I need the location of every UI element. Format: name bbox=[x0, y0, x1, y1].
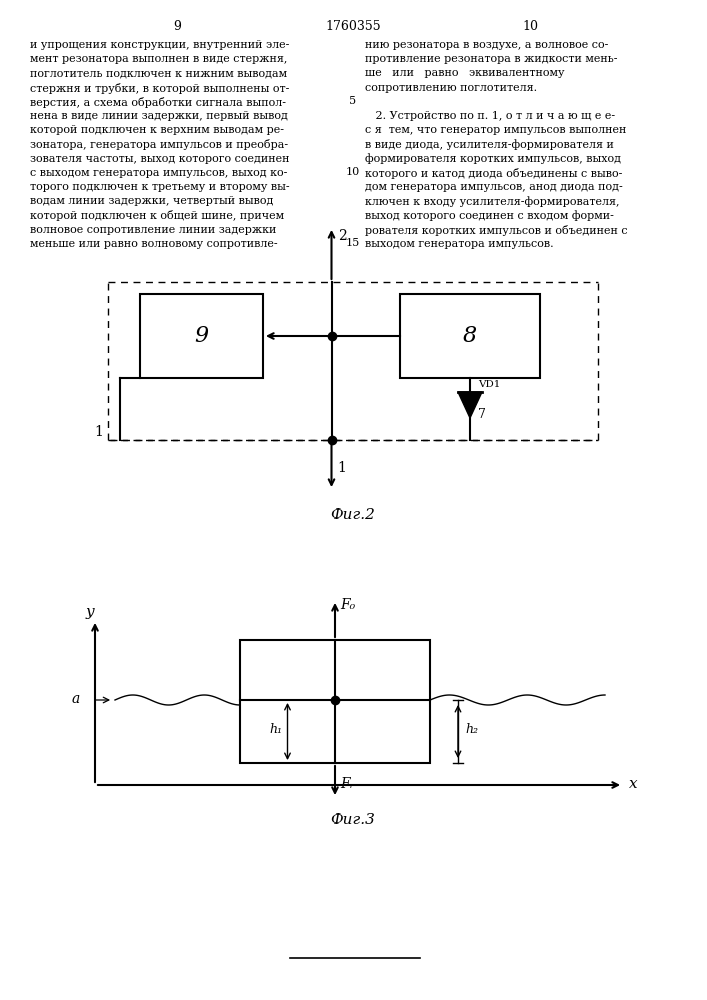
Text: 9: 9 bbox=[194, 325, 209, 347]
Text: 10: 10 bbox=[346, 167, 360, 177]
Text: ше   или   равно   эквивалентному: ше или равно эквивалентному bbox=[365, 68, 564, 78]
Text: 2. Устройство по п. 1, о т л и ч а ю щ е е-: 2. Устройство по п. 1, о т л и ч а ю щ е… bbox=[365, 111, 615, 121]
Text: которой подключен к общей шине, причем: которой подключен к общей шине, причем bbox=[30, 210, 284, 221]
Text: нию резонатора в воздухе, а волновое со-: нию резонатора в воздухе, а волновое со- bbox=[365, 40, 609, 50]
Text: 5: 5 bbox=[349, 96, 356, 106]
Polygon shape bbox=[458, 392, 482, 418]
Text: x: x bbox=[629, 777, 638, 791]
Text: 2: 2 bbox=[339, 229, 347, 243]
Text: рователя коротких импульсов и объединен с: рователя коротких импульсов и объединен … bbox=[365, 225, 628, 236]
Text: зонатора, генератора импульсов и преобра-: зонатора, генератора импульсов и преобра… bbox=[30, 139, 288, 150]
Text: противление резонатора в жидкости мень-: противление резонатора в жидкости мень- bbox=[365, 54, 617, 64]
Text: y: y bbox=[86, 605, 94, 619]
Text: выходом генератора импульсов.: выходом генератора импульсов. bbox=[365, 239, 554, 249]
Text: Fᵣ: Fᵣ bbox=[340, 777, 354, 791]
Text: 1760355: 1760355 bbox=[325, 20, 381, 33]
Text: a: a bbox=[71, 692, 80, 706]
Text: с выходом генератора импульсов, выход ко-: с выходом генератора импульсов, выход ко… bbox=[30, 168, 287, 178]
Text: h₁: h₁ bbox=[269, 723, 283, 736]
Text: водам линии задержки, четвертый вывод: водам линии задержки, четвертый вывод bbox=[30, 196, 274, 206]
Text: 9: 9 bbox=[173, 20, 181, 33]
Text: которой подключен к верхним выводам ре-: которой подключен к верхним выводам ре- bbox=[30, 125, 284, 135]
Text: верстия, а схема обработки сигнала выпол-: верстия, а схема обработки сигнала выпол… bbox=[30, 97, 286, 108]
Text: 1: 1 bbox=[94, 425, 103, 439]
Text: зователя частоты, выход которого соединен: зователя частоты, выход которого соедине… bbox=[30, 154, 289, 164]
Text: 1: 1 bbox=[337, 461, 346, 475]
Text: 15: 15 bbox=[346, 238, 360, 248]
Text: Фиг.2: Фиг.2 bbox=[331, 508, 375, 522]
Text: торого подключен к третьему и второму вы-: торого подключен к третьему и второму вы… bbox=[30, 182, 290, 192]
Text: 10: 10 bbox=[522, 20, 538, 33]
Text: волновое сопротивление линии задержки: волновое сопротивление линии задержки bbox=[30, 225, 276, 235]
Text: Фиг.3: Фиг.3 bbox=[331, 813, 375, 827]
Text: формирователя коротких импульсов, выход: формирователя коротких импульсов, выход bbox=[365, 154, 621, 164]
Text: в виде диода, усилителя-формирователя и: в виде диода, усилителя-формирователя и bbox=[365, 139, 614, 150]
Text: выход которого соединен с входом форми-: выход которого соединен с входом форми- bbox=[365, 210, 614, 221]
Text: дом генератора импульсов, анод диода под-: дом генератора импульсов, анод диода под… bbox=[365, 182, 623, 192]
Text: F₀: F₀ bbox=[340, 598, 355, 612]
Text: меньше или равно волновому сопротивле-: меньше или равно волновому сопротивле- bbox=[30, 239, 278, 249]
Text: и упрощения конструкции, внутренний эле-: и упрощения конструкции, внутренний эле- bbox=[30, 40, 289, 50]
Text: поглотитель подключен к нижним выводам: поглотитель подключен к нижним выводам bbox=[30, 68, 287, 78]
Text: стержня и трубки, в которой выполнены от-: стержня и трубки, в которой выполнены от… bbox=[30, 83, 289, 94]
Text: 8: 8 bbox=[463, 325, 477, 347]
Text: мент резонатора выполнен в виде стержня,: мент резонатора выполнен в виде стержня, bbox=[30, 54, 287, 64]
Text: которого и катод диода объединены с выво-: которого и катод диода объединены с выво… bbox=[365, 168, 622, 179]
Text: нена в виде линии задержки, первый вывод: нена в виде линии задержки, первый вывод bbox=[30, 111, 288, 121]
Text: VD1: VD1 bbox=[478, 380, 501, 389]
Text: сопротивлению поглотителя.: сопротивлению поглотителя. bbox=[365, 83, 537, 93]
Text: h₂: h₂ bbox=[465, 723, 478, 736]
Text: с я  тем, что генератор импульсов выполнен: с я тем, что генератор импульсов выполне… bbox=[365, 125, 626, 135]
Text: ключен к входу усилителя-формирователя,: ключен к входу усилителя-формирователя, bbox=[365, 196, 619, 207]
Text: 7: 7 bbox=[478, 408, 486, 421]
